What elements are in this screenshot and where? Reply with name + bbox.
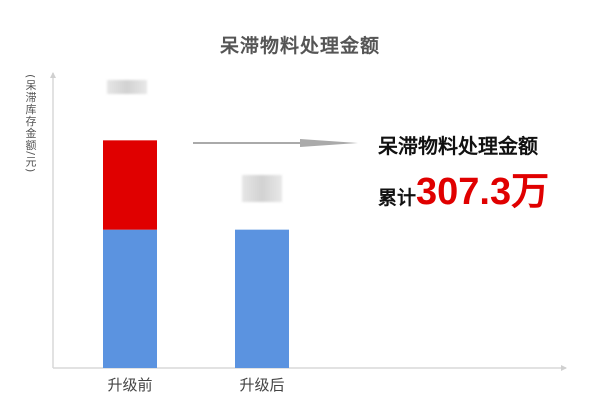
- x-axis-arrow-icon: [561, 365, 567, 371]
- obscured-value-label-0: [107, 80, 147, 94]
- bar-0-series-1: [103, 140, 157, 230]
- x-tick-label-0: 升级前: [107, 376, 153, 394]
- annotation-arrow-head-icon: [300, 139, 358, 147]
- bar-1-series-0: [235, 229, 289, 368]
- x-tick-label-1: 升级后: [239, 376, 285, 394]
- annotation-total: 累计307.3万: [378, 160, 549, 215]
- chart-title: 呆滞物料处理金额: [219, 35, 380, 57]
- bar-0-series-0: [103, 229, 157, 368]
- annotation-prefix: 累计: [378, 187, 417, 209]
- y-axis-label: (呆滞库存金额/元): [24, 74, 37, 174]
- annotation-value: 307.3万: [416, 171, 550, 213]
- obscured-value-label-1: [242, 175, 282, 202]
- y-axis-arrow-icon: [50, 72, 56, 78]
- annotation-title: 呆滞物料处理金额: [378, 134, 538, 158]
